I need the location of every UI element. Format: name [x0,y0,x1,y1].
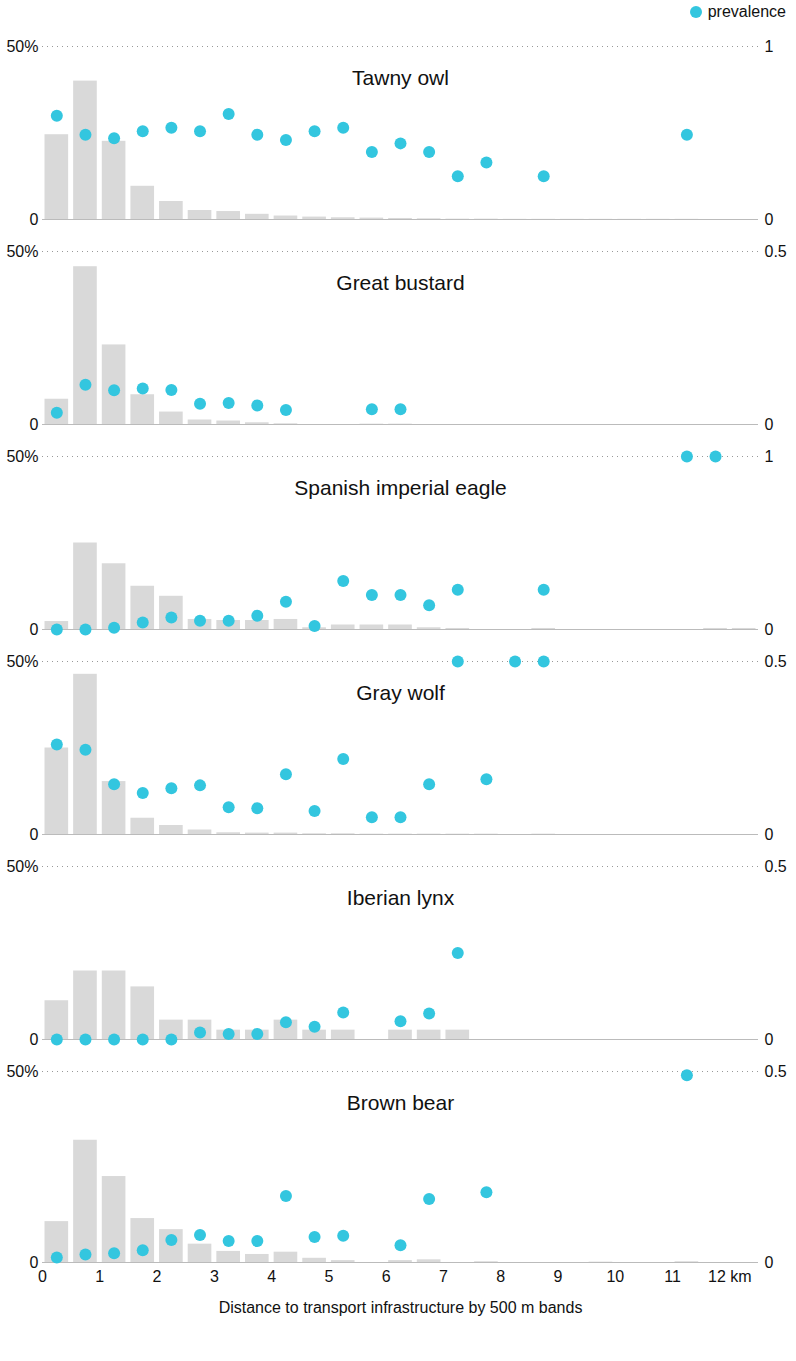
svg-text:12 km: 12 km [708,1268,752,1285]
svg-text:0.5: 0.5 [765,1063,787,1080]
svg-text:6: 6 [382,1268,391,1285]
svg-text:Iberian lynx: Iberian lynx [347,886,455,909]
svg-text:9: 9 [554,1268,563,1285]
svg-text:0: 0 [765,416,774,433]
svg-text:Spanish imperial eagle: Spanish imperial eagle [294,476,506,499]
svg-text:Tawny owl: Tawny owl [352,66,449,89]
svg-text:11: 11 [664,1268,681,1285]
svg-text:0: 0 [30,211,39,228]
svg-text:0: 0 [765,1031,774,1048]
svg-text:0: 0 [765,826,774,843]
svg-text:Brown bear: Brown bear [347,1091,454,1114]
svg-text:50%: 50% [6,653,38,670]
svg-text:0.5: 0.5 [765,653,787,670]
svg-text:0: 0 [765,1254,774,1271]
svg-text:10: 10 [606,1268,624,1285]
svg-text:3: 3 [210,1268,219,1285]
svg-text:0: 0 [765,211,774,228]
svg-text:50%: 50% [6,1063,38,1080]
svg-text:Distance to transport infrastr: Distance to transport infrastructure by … [219,1299,583,1316]
svg-text:0: 0 [38,1268,47,1285]
svg-text:0: 0 [30,416,39,433]
svg-text:50%: 50% [6,38,38,55]
svg-text:0: 0 [30,621,39,638]
svg-text:7: 7 [439,1268,448,1285]
svg-text:0: 0 [765,621,774,638]
svg-text:50%: 50% [6,448,38,465]
svg-text:8: 8 [496,1268,505,1285]
svg-text:2: 2 [153,1268,162,1285]
svg-text:Great bustard: Great bustard [336,271,464,294]
svg-text:0: 0 [30,1031,39,1048]
svg-text:1: 1 [765,38,774,55]
svg-text:Gray wolf: Gray wolf [356,681,445,704]
svg-text:1: 1 [95,1268,104,1285]
svg-text:0: 0 [29,1253,39,1271]
svg-text:0.5: 0.5 [765,243,787,260]
svg-text:50%: 50% [6,858,38,875]
svg-text:5: 5 [324,1268,333,1285]
svg-text:4: 4 [267,1268,276,1285]
svg-text:0: 0 [30,826,39,843]
svg-text:1: 1 [765,448,774,465]
svg-text:50%: 50% [6,243,38,260]
svg-text:0.5: 0.5 [765,858,787,875]
html-text:prevalence: prevalence [707,3,786,20]
